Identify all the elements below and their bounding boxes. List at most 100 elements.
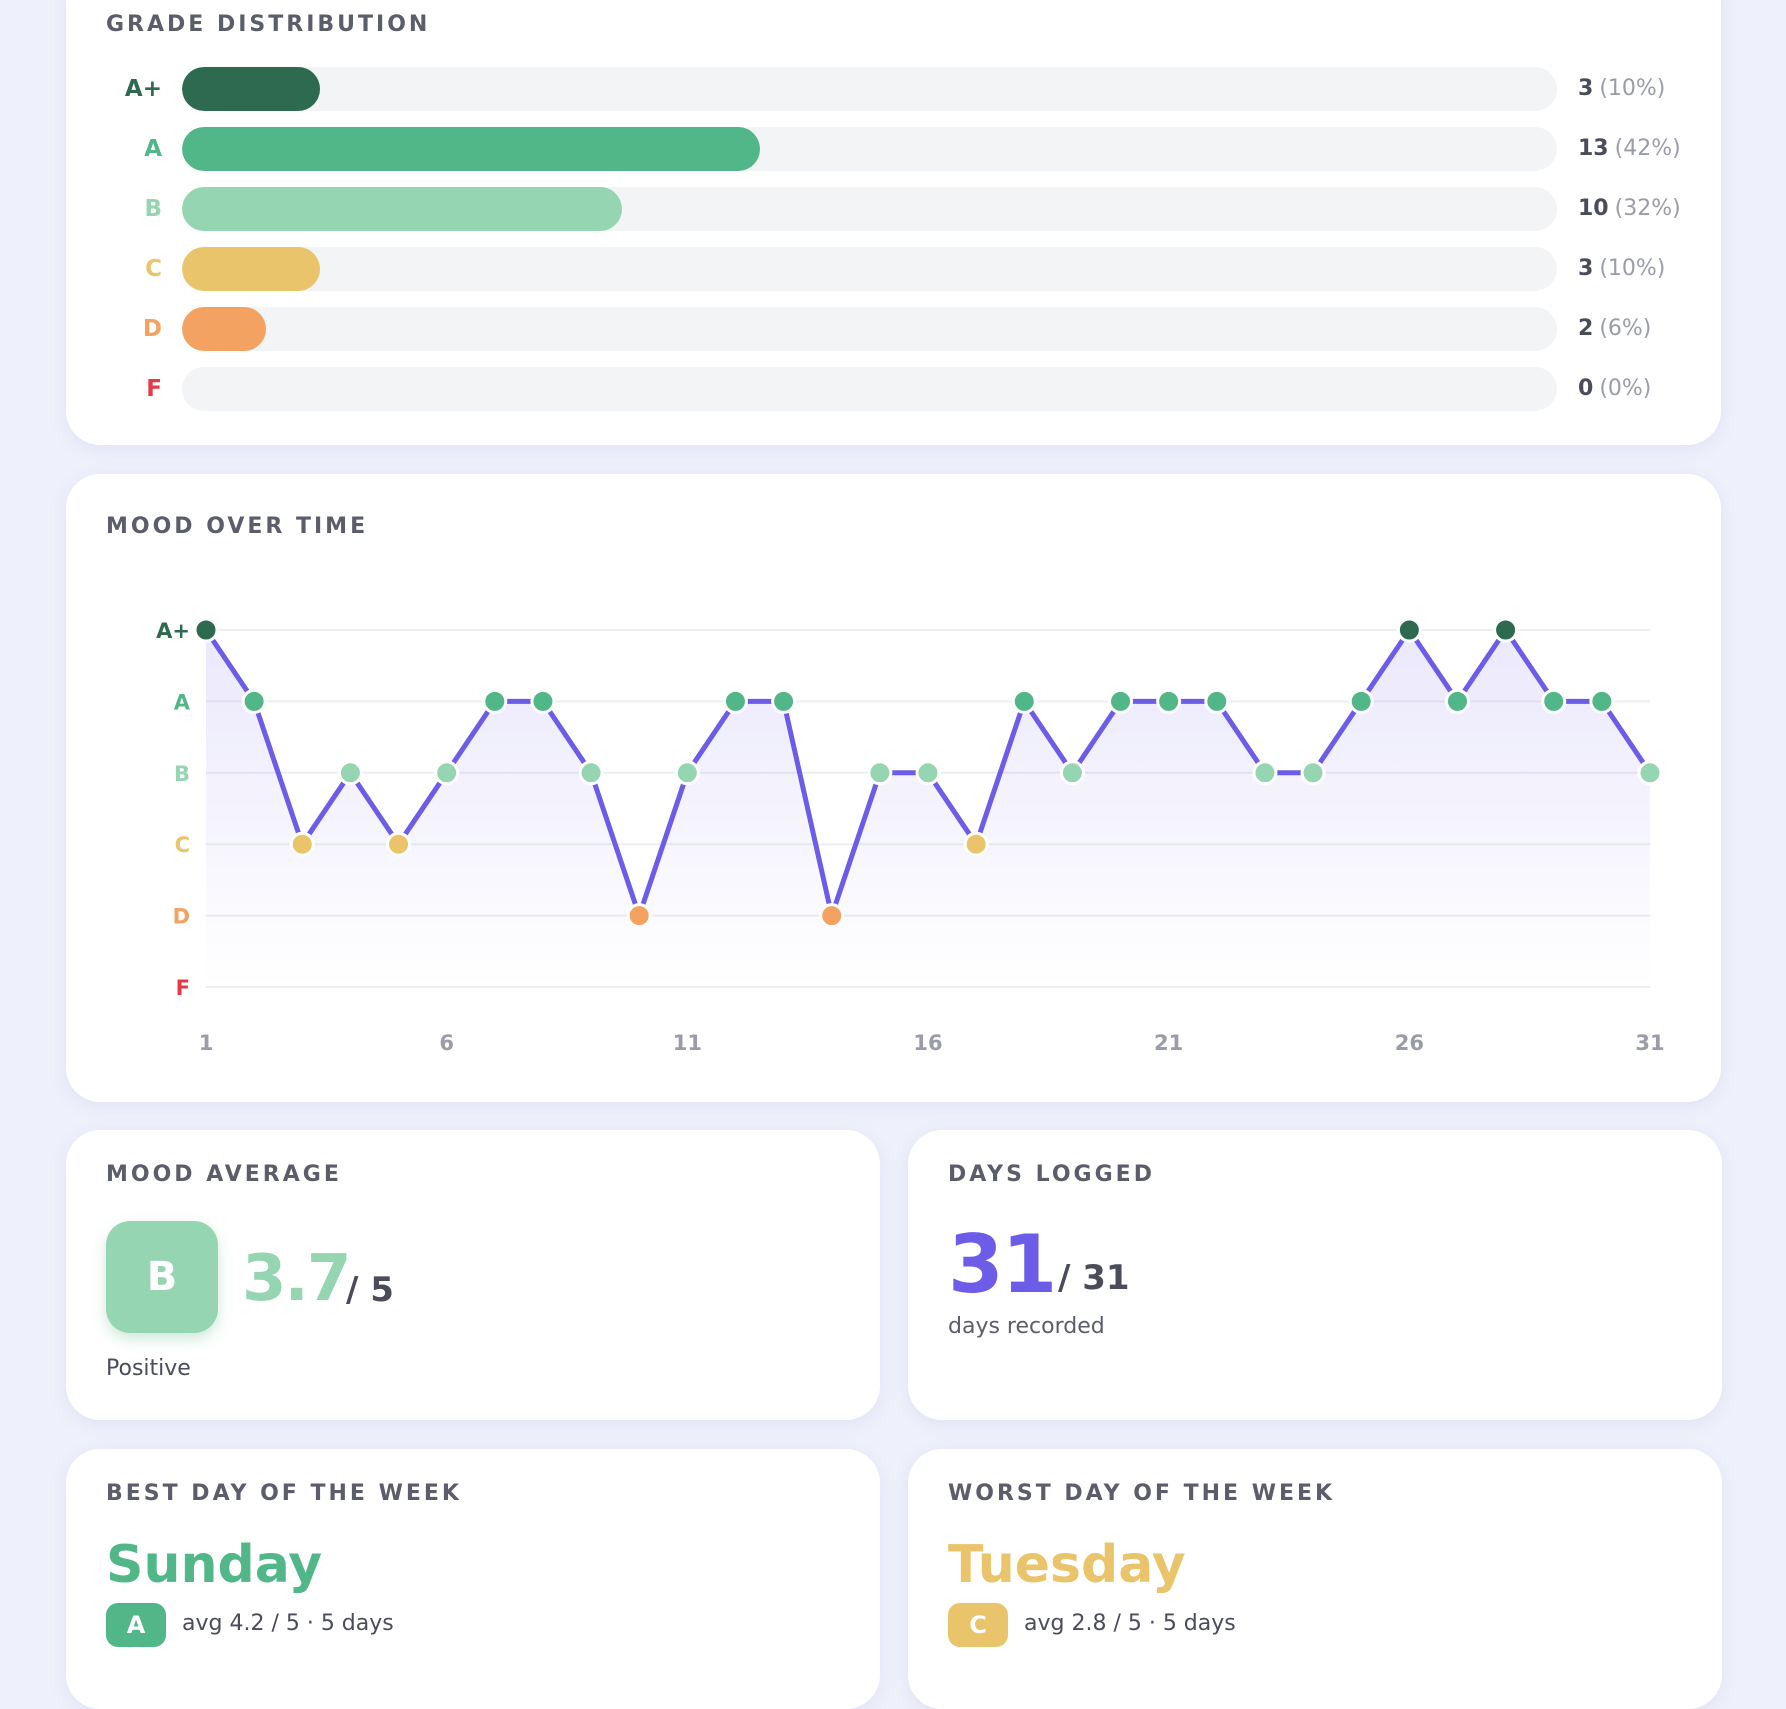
grade-row-track bbox=[182, 187, 1557, 231]
mood-point[interactable] bbox=[482, 688, 508, 714]
grade-row-label: A bbox=[144, 136, 162, 162]
mood-point[interactable] bbox=[1011, 688, 1037, 714]
grade-row-bar bbox=[182, 127, 760, 171]
mood-point[interactable] bbox=[1541, 688, 1567, 714]
grade-row-value: 0 (0%) bbox=[1578, 366, 1651, 412]
mood-average-value: 3.7 bbox=[242, 1242, 351, 1316]
mood-point[interactable] bbox=[434, 760, 460, 786]
grade-row-count: 10 bbox=[1578, 196, 1609, 221]
mood-point[interactable] bbox=[674, 760, 700, 786]
grade-row: A+ 3 (10%) bbox=[66, 66, 1721, 112]
mood-point[interactable] bbox=[1252, 760, 1278, 786]
grade-row-track bbox=[182, 307, 1557, 351]
worst-day-name: Tuesday bbox=[948, 1535, 1186, 1595]
y-tick-label: F bbox=[176, 976, 190, 1000]
worst-day-info: avg 2.8 / 5 · 5 days bbox=[1024, 1611, 1236, 1636]
grade-row-percent: (6%) bbox=[1599, 316, 1652, 341]
x-tick-label: 1 bbox=[199, 1031, 214, 1055]
grade-row-label: F bbox=[146, 376, 162, 402]
mood-point[interactable] bbox=[1300, 760, 1326, 786]
mood-point[interactable] bbox=[1396, 617, 1422, 643]
y-tick-label: D bbox=[173, 905, 190, 929]
worst-day-card: WORST DAY OF THE WEEK Tuesday C avg 2.8 … bbox=[908, 1449, 1722, 1709]
mood-point[interactable] bbox=[1589, 688, 1615, 714]
grade-row-bar bbox=[182, 247, 320, 291]
best-day-info: avg 4.2 / 5 · 5 days bbox=[182, 1611, 394, 1636]
grade-row-count: 13 bbox=[1578, 136, 1609, 161]
grade-distribution-title: GRADE DISTRIBUTION bbox=[106, 12, 431, 37]
grade-row-value: 10 (32%) bbox=[1578, 186, 1681, 232]
grade-row-value: 3 (10%) bbox=[1578, 66, 1665, 112]
mood-point[interactable] bbox=[1637, 760, 1663, 786]
mood-point[interactable] bbox=[386, 831, 412, 857]
grade-row-label: C bbox=[145, 256, 162, 282]
days-logged-total: / 31 bbox=[1058, 1258, 1130, 1298]
mood-point[interactable] bbox=[1059, 760, 1085, 786]
worst-day-title: WORST DAY OF THE WEEK bbox=[948, 1481, 1336, 1506]
mood-point[interactable] bbox=[963, 831, 989, 857]
grade-row-track bbox=[182, 247, 1557, 291]
mood-point[interactable] bbox=[1444, 688, 1470, 714]
grade-row-value: 13 (42%) bbox=[1578, 126, 1681, 172]
grade-row: D 2 (6%) bbox=[66, 306, 1721, 352]
mood-point[interactable] bbox=[337, 760, 363, 786]
grade-row-track bbox=[182, 127, 1557, 171]
grade-row-percent: (32%) bbox=[1614, 196, 1681, 221]
days-logged-title: DAYS LOGGED bbox=[948, 1162, 1155, 1187]
grade-row-percent: (10%) bbox=[1599, 256, 1666, 281]
grade-row: F 0 (0%) bbox=[66, 366, 1721, 412]
x-tick-label: 11 bbox=[673, 1031, 702, 1055]
grade-row: A 13 (42%) bbox=[66, 126, 1721, 172]
mood-over-time-title: MOOD OVER TIME bbox=[106, 514, 369, 539]
x-tick-label: 26 bbox=[1395, 1031, 1424, 1055]
grade-row: B 10 (32%) bbox=[66, 186, 1721, 232]
grade-row: C 3 (10%) bbox=[66, 246, 1721, 292]
mood-point[interactable] bbox=[1156, 688, 1182, 714]
mood-average-scale: / 5 bbox=[346, 1270, 394, 1310]
days-logged-value: 31 bbox=[948, 1218, 1057, 1311]
mood-point[interactable] bbox=[626, 903, 652, 929]
grade-row-count: 0 bbox=[1578, 376, 1594, 401]
mood-point[interactable] bbox=[867, 760, 893, 786]
best-day-name: Sunday bbox=[106, 1535, 323, 1595]
mood-point[interactable] bbox=[241, 688, 267, 714]
mood-average-grade-badge: B bbox=[106, 1221, 218, 1333]
mood-point[interactable] bbox=[1493, 617, 1519, 643]
y-tick-label: A bbox=[174, 690, 191, 714]
y-tick-label: C bbox=[175, 833, 190, 857]
y-tick-label: B bbox=[174, 762, 190, 786]
grade-row-bar bbox=[182, 67, 320, 111]
grade-row-percent: (42%) bbox=[1614, 136, 1681, 161]
mood-point[interactable] bbox=[1348, 688, 1374, 714]
best-day-title: BEST DAY OF THE WEEK bbox=[106, 1481, 462, 1506]
grade-row-bar bbox=[182, 187, 622, 231]
days-logged-card: DAYS LOGGED 31 / 31 days recorded bbox=[908, 1130, 1722, 1420]
grade-row-count: 2 bbox=[1578, 316, 1594, 341]
grade-row-value: 2 (6%) bbox=[1578, 306, 1651, 352]
mood-point[interactable] bbox=[819, 903, 845, 929]
grade-distribution-card: GRADE DISTRIBUTION A+ 3 (10%) A 13 (42%) B 10 (3… bbox=[66, 0, 1721, 445]
mood-average-caption: Positive bbox=[106, 1356, 191, 1381]
mood-point[interactable] bbox=[193, 617, 219, 643]
best-day-grade-badge: A bbox=[106, 1603, 166, 1647]
grade-row-label: B bbox=[144, 196, 162, 222]
mood-point[interactable] bbox=[1108, 688, 1134, 714]
grade-row-label: A+ bbox=[124, 76, 162, 102]
x-tick-label: 21 bbox=[1154, 1031, 1183, 1055]
mood-point[interactable] bbox=[1204, 688, 1230, 714]
grade-row-value: 3 (10%) bbox=[1578, 246, 1665, 292]
grade-row-label: D bbox=[142, 316, 162, 342]
mood-point[interactable] bbox=[722, 688, 748, 714]
mood-point[interactable] bbox=[578, 760, 604, 786]
mood-point[interactable] bbox=[530, 688, 556, 714]
worst-day-grade-badge: C bbox=[948, 1603, 1008, 1647]
mood-average-title: MOOD AVERAGE bbox=[106, 1162, 342, 1187]
mood-point[interactable] bbox=[289, 831, 315, 857]
x-tick-label: 6 bbox=[439, 1031, 454, 1055]
x-tick-label: 16 bbox=[913, 1031, 942, 1055]
grade-row-bar bbox=[182, 307, 266, 351]
mood-point[interactable] bbox=[915, 760, 941, 786]
mood-point[interactable] bbox=[771, 688, 797, 714]
days-logged-caption: days recorded bbox=[948, 1314, 1105, 1339]
